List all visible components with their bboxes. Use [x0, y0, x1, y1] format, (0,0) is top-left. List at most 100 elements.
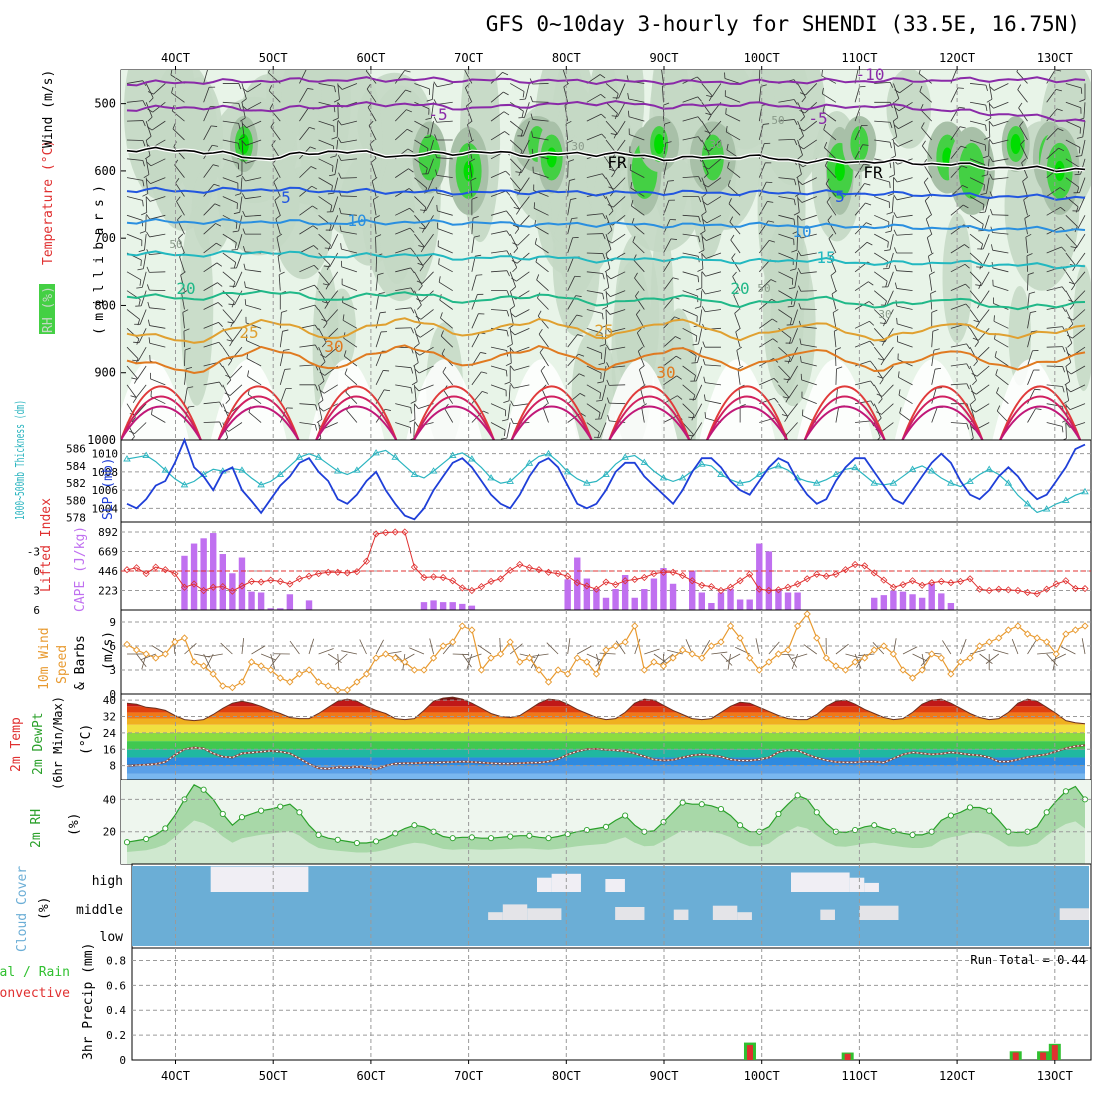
- wind-barb: [890, 215, 894, 232]
- li-marker: [928, 579, 936, 587]
- wind-barb-flag: [536, 274, 540, 281]
- wind-barb-flag: [506, 250, 511, 257]
- rh-marker: [526, 832, 533, 839]
- li-marker: [161, 566, 169, 574]
- wind-barb: [709, 120, 722, 134]
- wind-barb-flag: [314, 324, 319, 331]
- wind-barb-flag: [889, 122, 893, 129]
- wind-barb-flag: [982, 155, 989, 159]
- wind-barb: [778, 177, 795, 180]
- li-marker: [1014, 586, 1022, 595]
- precip-run-total: Run Total = 0.44: [970, 953, 1086, 967]
- rh-marker: [1062, 788, 1069, 795]
- wind-barb-flag: [219, 401, 223, 408]
- wind-barb-flag: [508, 324, 514, 329]
- wind-barb: [394, 128, 408, 141]
- wind-barb-flag: [989, 86, 995, 91]
- wind-barb: [631, 223, 645, 235]
- rh-contour-label: 50: [169, 238, 182, 251]
- li-marker: [142, 570, 150, 578]
- wind-barb: [464, 70, 473, 84]
- cape-tick-label: 446: [98, 565, 118, 578]
- wind-barb: [203, 421, 220, 423]
- rh-marker: [660, 818, 667, 826]
- wind-barb-flag: [339, 207, 342, 214]
- wind-barb-flag: [602, 306, 608, 310]
- wind-barb-flag: [139, 279, 142, 286]
- wind-barb-flag: [579, 373, 585, 377]
- wind-barb-flag: [975, 322, 980, 328]
- cape-bar: [736, 599, 744, 610]
- wind-barb: [615, 640, 626, 655]
- wind-barb: [969, 309, 980, 323]
- li-marker: [736, 577, 744, 585]
- li-marker: [429, 573, 438, 581]
- wind-barb: [414, 384, 417, 401]
- wind-barb-flag: [1026, 253, 1033, 257]
- wind-speed-marker: [583, 658, 591, 666]
- wind-barb: [888, 252, 894, 269]
- wind-barb-flag: [321, 318, 328, 322]
- li-marker: [200, 586, 208, 595]
- wind-barb: [247, 83, 262, 93]
- thickness-marker: [870, 479, 879, 486]
- wind-barb-flag: [333, 86, 336, 93]
- hot-isotherm: [413, 395, 495, 440]
- wind-barb-flag: [929, 271, 935, 276]
- wind-barb-flag: [506, 330, 509, 337]
- cloud-level-label: low: [100, 930, 124, 945]
- wind-speed-marker: [535, 666, 543, 674]
- wind-barb: [707, 196, 722, 206]
- wind-barb: [1065, 139, 1081, 148]
- hot-isotherm: [121, 395, 202, 440]
- wind-barb: [800, 308, 817, 310]
- wind-barb-flag: [893, 106, 900, 112]
- wind-barb: [509, 309, 514, 326]
- rh-blob: [1008, 285, 1031, 386]
- hot-isotherm: [608, 405, 691, 440]
- wind-barb: [513, 365, 530, 371]
- wind-barb: [983, 215, 990, 231]
- wind-barb-flag: [518, 170, 522, 176]
- wind-barb-flag: [1019, 121, 1024, 127]
- cloud-clear-segment: [488, 912, 503, 920]
- wind-barb-flag: [676, 375, 682, 380]
- wind-barb-flag: [601, 133, 607, 139]
- wind-barb: [992, 158, 1009, 162]
- wind-barb: [126, 80, 143, 84]
- wind-barb: [1027, 350, 1033, 367]
- wind-barb: [172, 128, 185, 141]
- rh-blob-bright: [834, 160, 845, 181]
- wind-barb: [610, 271, 626, 280]
- wind-barb-flag: [319, 371, 326, 376]
- wind-barb: [519, 196, 530, 210]
- wind-barb-flag: [602, 253, 606, 260]
- wind-barb-flag: [893, 194, 898, 201]
- wind-barb: [797, 215, 799, 232]
- wind-barb-flag: [774, 397, 779, 403]
- precip-tick-label: 0.2: [106, 1029, 126, 1042]
- wind-barb: [586, 422, 600, 433]
- wind-barb-flag: [790, 268, 797, 271]
- wind-barb: [203, 203, 216, 216]
- wind-barb: [1065, 177, 1080, 188]
- li-marker: [295, 575, 304, 583]
- wind-tick-label: 6: [109, 640, 116, 653]
- thickness-marker: [525, 459, 534, 466]
- wind-barb: [477, 644, 492, 655]
- wind-barb: [600, 403, 607, 420]
- wind-barb: [707, 177, 722, 188]
- wind-barb-flag: [442, 366, 447, 373]
- temp-band: [127, 773, 1085, 780]
- wind-barb: [730, 239, 741, 254]
- hot-isotherm: [413, 385, 495, 440]
- wind-barb: [228, 422, 243, 432]
- wind-barb: [367, 107, 377, 122]
- cloud-clear-segment: [527, 908, 562, 920]
- wind-barb: [299, 127, 310, 141]
- wind-barb-flag: [139, 230, 146, 234]
- wind-barb-flag: [276, 233, 283, 238]
- cloud-clear-segment: [849, 877, 865, 892]
- wind-barb-flag: [510, 312, 516, 318]
